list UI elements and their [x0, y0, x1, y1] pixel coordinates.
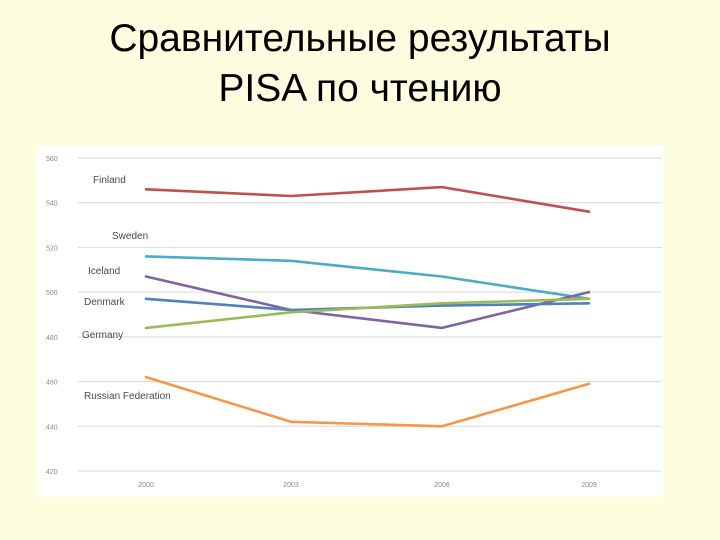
y-tick-label-540: 540 [46, 201, 58, 208]
series-label-finland: Finland [93, 175, 126, 186]
series-label-sweden: Sweden [112, 231, 148, 242]
slide-title-line-1: Сравнительные результаты [109, 17, 611, 60]
x-tick-label-2006: 2006 [434, 482, 450, 489]
y-tick-label-500: 500 [46, 290, 58, 297]
y-tick-label-520: 520 [46, 245, 58, 252]
x-tick-label-2009: 2009 [581, 482, 597, 489]
chart-canvas: Finland Sweden Iceland Denmark Germany Russia… [46, 156, 662, 489]
y-tick-label-460: 460 [46, 380, 58, 387]
y-tick-label-480: 480 [46, 335, 58, 342]
series-labels: Finland Sweden Iceland Denmark Germany Russia… [82, 175, 171, 402]
y-tick-label-420: 420 [46, 469, 58, 476]
series-lines [144, 185, 591, 428]
slide-title-line-2: PISA по чтению [218, 67, 502, 110]
x-tick-label-2003: 2003 [283, 482, 299, 489]
series-line-sweden [144, 255, 591, 301]
series-label-iceland: Iceland [88, 266, 120, 277]
series-label-germany: Germany [82, 330, 123, 341]
reading-scores-chart: Finland Sweden Iceland Denmark Germany Russia… [38, 146, 664, 497]
series-line-germany [144, 297, 591, 330]
grid-lines [78, 157, 662, 472]
series-line-finland [144, 185, 591, 213]
y-tick-label-440: 440 [46, 424, 58, 431]
series-line-russian-federation [144, 375, 591, 428]
series-label-russian-federation: Russian Federation [84, 391, 171, 402]
slide-title: Сравнительные результаты PISA по чтению [0, 14, 720, 114]
x-tick-label-2000: 2000 [138, 482, 154, 489]
y-tick-label-560: 560 [46, 156, 58, 163]
axis-ticks: 420 440 460 480 500 520 540 560 2000 2003 2006 2009 [46, 156, 597, 489]
series-line-iceland [144, 275, 591, 330]
series-label-denmark: Denmark [84, 297, 126, 308]
